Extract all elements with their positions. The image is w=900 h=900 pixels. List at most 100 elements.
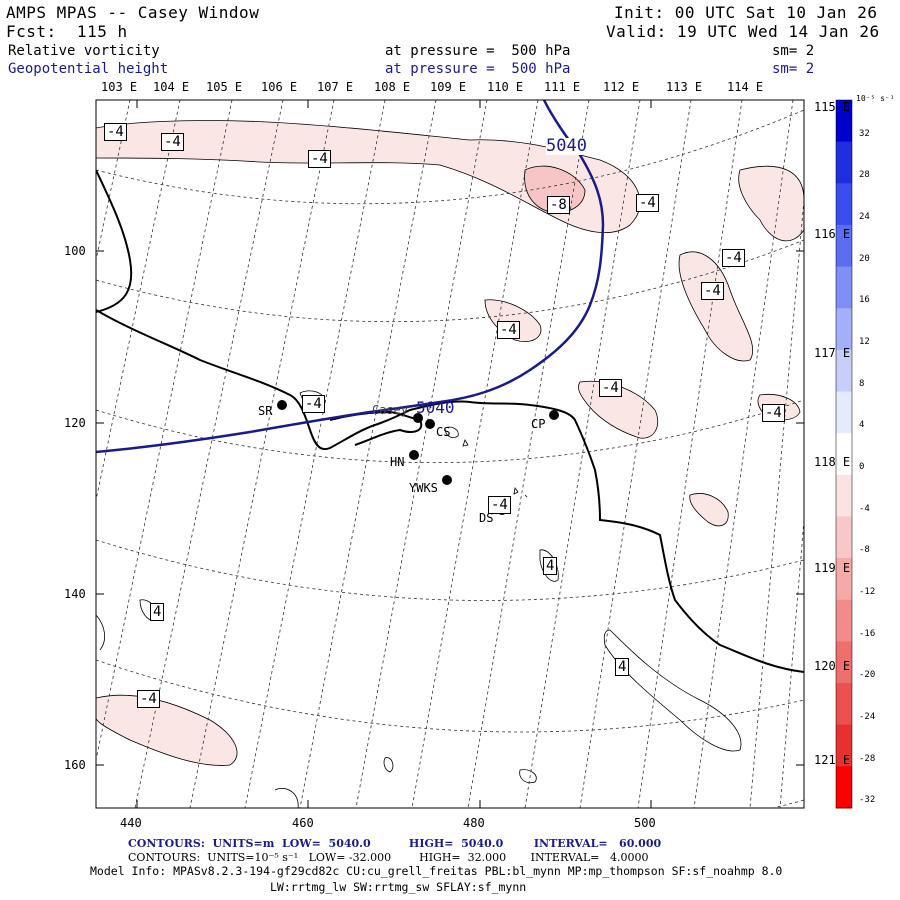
lon-label-top: 105 E xyxy=(206,80,243,94)
x-tick-label: 440 xyxy=(120,816,142,830)
y-tick-label: 100 xyxy=(64,244,86,258)
colorbar-swatch xyxy=(836,391,852,434)
vorticity-contour-label: -8 xyxy=(547,196,570,214)
lon-label-right: 119 E xyxy=(814,561,851,575)
colorbar-label: -12 xyxy=(859,586,876,597)
station-label-hn: HN xyxy=(390,455,405,469)
colorbar-label: 16 xyxy=(859,295,870,306)
colorbar-label: -28 xyxy=(859,753,876,764)
station-label-ywks: YWKS xyxy=(409,481,438,495)
colorbar-label: -16 xyxy=(859,628,876,639)
field1-smoothing: sm= 2 xyxy=(772,43,815,59)
colorbar-frame xyxy=(835,99,853,809)
footer-model-info: Model Info: MPASv8.2.3-194-gf29cd82c CU:… xyxy=(90,864,783,878)
lon-label-right: 120 E xyxy=(814,659,851,673)
station-label-cp: CP xyxy=(531,417,546,431)
y-tick-label: 160 xyxy=(64,758,86,772)
colorbar-swatch xyxy=(836,558,852,601)
y-axis-ticks xyxy=(96,100,804,808)
vorticity-shading xyxy=(96,120,804,766)
lon-label-right: 115 E xyxy=(814,100,851,114)
lon-label-top: 104 E xyxy=(153,80,190,94)
colorbar-swatch xyxy=(836,266,852,309)
colorbar-label: 28 xyxy=(859,170,870,181)
vorticity-contour-label: 4 xyxy=(615,658,630,676)
vorticity-contour-label: -4 xyxy=(488,496,511,514)
field2-smoothing: sm= 2 xyxy=(772,61,815,77)
colorbar-label: 32 xyxy=(859,128,870,139)
colorbar-swatch xyxy=(836,766,852,809)
colorbar xyxy=(836,100,852,809)
colorbar-label: -32 xyxy=(859,795,876,806)
colorbar-swatch xyxy=(836,100,852,143)
colorbar-swatch xyxy=(836,183,852,226)
islands xyxy=(444,426,528,498)
init-time: Init: 00 UTC Sat 10 Jan 26 xyxy=(614,3,878,22)
height-contour-label: 5040 xyxy=(416,398,455,417)
lon-label-top: 108 E xyxy=(374,80,411,94)
height-contour-label: 5040 xyxy=(546,136,587,156)
station-sr-marker xyxy=(277,400,287,410)
lon-label-top: 113 E xyxy=(666,80,703,94)
lon-label-top: 106 E xyxy=(261,80,298,94)
lon-label-right: 117 E xyxy=(814,346,851,360)
x-tick-label: 500 xyxy=(634,816,656,830)
colorbar-swatch xyxy=(836,224,852,268)
station-casey-marker xyxy=(413,413,423,423)
map-frame xyxy=(95,99,805,809)
lon-label-top: 107 E xyxy=(317,80,354,94)
latlon-grid xyxy=(96,100,804,808)
colorbar-label: -24 xyxy=(859,711,876,722)
y-tick-label: 120 xyxy=(64,416,86,430)
footer-vorticity-contours: CONTOURS: UNITS=10⁻⁵ s⁻¹ LOW= -32.000 HI… xyxy=(128,851,649,864)
colorbar-label: 24 xyxy=(859,212,870,223)
footer-physics-info: LW:rrtmg_lw SW:rrtmg_sw SFLAY:sf_mynn xyxy=(270,880,527,894)
vorticity-contour-label: -4 xyxy=(722,249,745,267)
colorbar-label: -4 xyxy=(859,503,870,514)
colorbar-swatch xyxy=(836,516,852,559)
colorbar-label: -20 xyxy=(859,670,876,681)
vorticity-contour-label: -4 xyxy=(636,194,659,212)
field1-level: at pressure = 500 hPa xyxy=(385,43,571,59)
colorbar-label: 20 xyxy=(859,253,870,264)
x-tick-label: 480 xyxy=(463,816,485,830)
colorbar-label: 0 xyxy=(859,462,865,472)
vorticity-contour-label: -4 xyxy=(701,282,724,300)
valid-time: Valid: 19 UTC Wed 14 Jan 26 xyxy=(606,22,880,41)
colorbar-unit: 10⁻⁵ s⁻¹ xyxy=(856,94,895,103)
vorticity-contour-label: -4 xyxy=(104,123,127,141)
colorbar-swatch xyxy=(836,349,852,393)
vorticity-contour-label: -4 xyxy=(308,150,331,168)
vorticity-contour-label: -4 xyxy=(161,133,184,151)
map-title: AMPS MPAS -- Casey Window xyxy=(6,3,260,22)
colorbar-swatch xyxy=(836,683,852,726)
field2-level: at pressure = 500 hPa xyxy=(385,61,571,77)
station-label-casey: Casey xyxy=(372,403,409,417)
x-tick-label: 460 xyxy=(292,816,314,830)
vorticity-contour-label: 4 xyxy=(543,557,558,575)
y-tick-label: 140 xyxy=(64,587,86,601)
map-background xyxy=(96,100,804,808)
field2-name: Geopotential height xyxy=(8,61,169,77)
lon-label-right: 116 E xyxy=(814,227,851,241)
station-hn-marker xyxy=(409,450,419,460)
lon-label-right: 121 E xyxy=(814,753,851,767)
station-label-cs: CS xyxy=(436,425,451,439)
lon-label-top: 112 E xyxy=(603,80,640,94)
station-label-sr: SR xyxy=(258,404,273,418)
station-ywks-marker xyxy=(442,475,452,485)
height-contour-5040 xyxy=(96,100,605,454)
colorbar-label: 8 xyxy=(859,378,865,389)
vorticity-contour-label: -4 xyxy=(137,690,160,708)
colorbar-label: 4 xyxy=(859,420,865,431)
lon-label-top: 110 E xyxy=(487,80,524,94)
colorbar-swatch xyxy=(836,308,852,351)
vorticity-contour-label: -4 xyxy=(762,404,785,422)
footer-height-contours: CONTOURS: UNITS=m LOW= 5040.0 HIGH= 5040… xyxy=(128,837,662,850)
station-cs-marker xyxy=(425,419,435,429)
forecast-hour: Fcst: 115 h xyxy=(6,22,128,41)
lon-label-top: 109 E xyxy=(430,80,467,94)
colorbar-swatch xyxy=(836,641,852,684)
lon-label-right: 118 E xyxy=(814,455,851,469)
